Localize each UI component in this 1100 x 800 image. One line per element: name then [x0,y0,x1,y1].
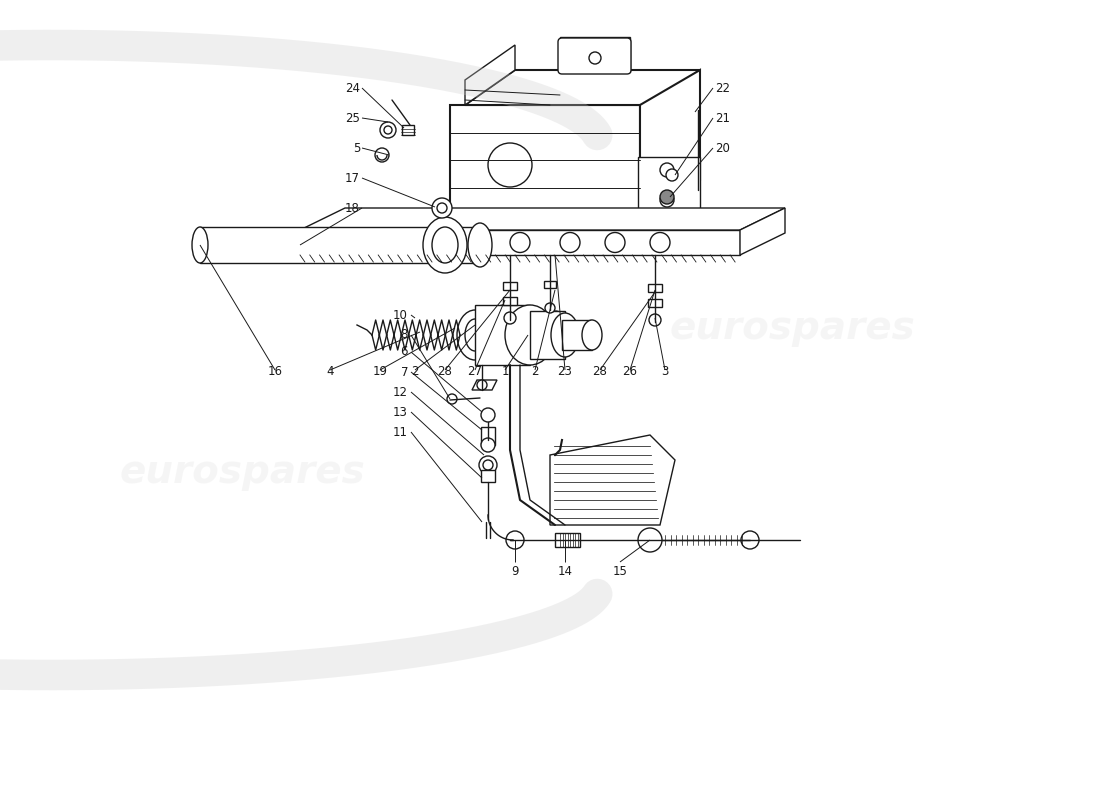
Polygon shape [550,435,675,525]
Bar [402,125,414,135]
Bar [503,297,517,305]
Circle shape [660,163,674,177]
Ellipse shape [480,305,530,365]
Polygon shape [300,208,785,230]
Text: eurospares: eurospares [669,309,915,347]
Polygon shape [740,208,785,255]
Bar [648,284,662,292]
Ellipse shape [582,320,602,350]
Bar [556,533,580,547]
Bar [300,230,740,255]
Circle shape [638,528,662,552]
Text: 20: 20 [715,142,730,154]
Text: 6: 6 [400,346,408,358]
Polygon shape [465,45,515,105]
Bar [560,37,630,72]
Circle shape [478,456,497,474]
Text: 28: 28 [593,365,607,378]
Text: 10: 10 [393,309,408,322]
Text: 15: 15 [613,565,627,578]
Text: 17: 17 [345,171,360,185]
Circle shape [650,233,670,253]
Circle shape [488,143,532,187]
Ellipse shape [505,305,556,365]
Text: 12: 12 [393,386,408,398]
Text: 27: 27 [468,365,483,378]
Text: 24: 24 [345,82,360,94]
Ellipse shape [537,311,573,359]
Circle shape [481,438,495,452]
Ellipse shape [424,217,468,273]
Bar [503,282,517,290]
Text: 3: 3 [661,365,669,378]
Polygon shape [465,70,700,105]
Circle shape [504,312,516,324]
Text: eurospares: eurospares [119,453,365,491]
Circle shape [544,303,556,313]
Circle shape [560,233,580,253]
Text: 8: 8 [400,329,408,342]
Circle shape [588,52,601,64]
Text: 7: 7 [400,366,408,378]
Circle shape [660,193,674,207]
Circle shape [375,233,395,253]
Bar [481,427,495,445]
Polygon shape [640,70,700,215]
Ellipse shape [468,223,492,267]
Circle shape [605,233,625,253]
Circle shape [510,233,530,253]
Ellipse shape [432,227,458,263]
Ellipse shape [465,319,485,351]
Circle shape [506,531,524,549]
Circle shape [649,314,661,326]
Circle shape [379,122,396,138]
Text: 14: 14 [558,565,572,578]
Bar [200,227,480,263]
Bar [475,305,530,365]
Text: 26: 26 [623,365,638,378]
Text: 2: 2 [411,365,419,378]
Bar [481,470,495,482]
Circle shape [330,233,350,253]
Ellipse shape [192,227,208,263]
Bar [648,299,662,307]
Bar [544,281,556,288]
Text: 5: 5 [353,142,360,154]
Text: 13: 13 [393,406,408,418]
Text: 9: 9 [512,565,519,578]
Text: 21: 21 [715,111,730,125]
Text: 22: 22 [715,82,730,94]
Circle shape [741,531,759,549]
Text: 28: 28 [438,365,452,378]
Polygon shape [450,105,640,215]
FancyBboxPatch shape [558,38,631,74]
Circle shape [437,203,447,213]
Circle shape [483,460,493,470]
Text: 23: 23 [558,365,572,378]
Text: 18: 18 [345,202,360,214]
Circle shape [384,126,392,134]
Text: 19: 19 [373,365,387,378]
Text: 16: 16 [267,365,283,378]
Text: 25: 25 [345,111,360,125]
Text: 2: 2 [531,365,539,378]
Circle shape [666,169,678,181]
Bar [562,320,592,350]
Text: 11: 11 [393,426,408,438]
Ellipse shape [456,310,493,360]
Bar [530,311,565,359]
Ellipse shape [551,313,579,357]
Polygon shape [472,380,497,390]
Circle shape [447,394,456,404]
Circle shape [477,380,487,390]
Text: 4: 4 [327,365,333,378]
Circle shape [375,148,389,162]
Circle shape [432,198,452,218]
Text: 1: 1 [502,365,508,378]
Circle shape [481,408,495,422]
Circle shape [660,190,674,204]
Bar [638,157,700,212]
